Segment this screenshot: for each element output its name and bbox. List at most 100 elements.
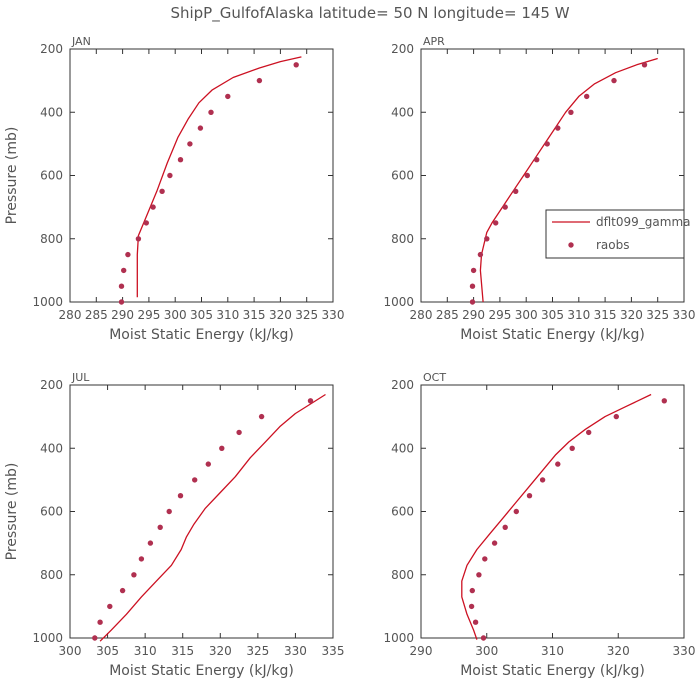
y-tick-label: 1000 <box>32 631 63 645</box>
y-tick-label: 600 <box>40 505 63 519</box>
y-tick-label: 200 <box>40 42 63 56</box>
obs-point <box>177 157 184 163</box>
x-tick-label: 285 <box>436 308 459 322</box>
y-tick-label: 800 <box>40 568 63 582</box>
plot-frame <box>420 384 685 639</box>
obs-point <box>135 236 142 242</box>
obs-point <box>524 172 530 179</box>
obs-point <box>476 572 482 578</box>
x-tick-label: 290 <box>462 308 485 322</box>
obs-point <box>219 445 225 451</box>
figure-title: ShipP_GulfofAlaska latitude= 50 N longit… <box>170 4 569 23</box>
y-tick-label: 800 <box>391 232 414 246</box>
panel-label: OCT <box>423 371 446 384</box>
x-tick-label: 290 <box>410 644 433 658</box>
obs-point <box>493 220 499 226</box>
y-tick-label: 200 <box>391 378 414 392</box>
y-tick-label: 200 <box>391 42 414 56</box>
x-tick-label: 290 <box>111 308 134 322</box>
obs-point <box>584 93 590 100</box>
y-tick-label: 400 <box>391 441 414 455</box>
x-tick-label: 300 <box>164 308 187 322</box>
obs-point <box>539 477 546 483</box>
series-line-model <box>461 393 652 640</box>
y-tick-label: 1000 <box>383 295 414 309</box>
x-tick-label: 310 <box>216 308 239 322</box>
obs-point <box>534 157 540 163</box>
obs-point <box>526 493 533 499</box>
x-tick-label: 285 <box>85 308 108 322</box>
obs-point <box>150 204 156 210</box>
obs-point <box>470 267 477 274</box>
x-tick-label: 300 <box>59 644 82 658</box>
x-tick-label: 335 <box>322 644 345 658</box>
obs-point <box>157 524 163 530</box>
obs-point <box>258 413 265 420</box>
obs-point <box>661 398 667 404</box>
obs-point <box>502 204 508 210</box>
x-axis-label: Moist Static Energy (kJ/kg) <box>460 663 645 679</box>
obs-point <box>192 477 198 483</box>
obs-point <box>513 508 519 515</box>
panel-label: JAN <box>71 35 91 48</box>
obs-point <box>293 62 299 68</box>
x-tick-label: 300 <box>475 644 498 658</box>
x-tick-label: 315 <box>243 308 266 322</box>
plot-frame <box>420 48 685 303</box>
legend-label-obs: raobs <box>596 238 630 252</box>
x-tick-label: 315 <box>171 644 194 658</box>
y-axis-label: Pressure (mb) <box>4 127 20 225</box>
x-tick-label: 305 <box>541 308 564 322</box>
y-tick-label: 400 <box>391 105 414 119</box>
obs-point <box>118 299 125 305</box>
legend-marker-swatch <box>568 242 574 248</box>
obs-point <box>544 141 550 147</box>
x-tick-label: 325 <box>295 308 318 322</box>
y-tick-label: 400 <box>40 441 63 455</box>
obs-point <box>477 251 484 258</box>
x-tick-label: 330 <box>284 644 307 658</box>
x-tick-label: 330 <box>673 308 696 322</box>
x-tick-label: 325 <box>646 308 669 322</box>
x-tick-label: 280 <box>59 308 82 322</box>
obs-point <box>513 188 519 194</box>
obs-point <box>208 109 214 116</box>
obs-point <box>469 587 475 594</box>
x-tick-label: 280 <box>410 308 433 322</box>
x-tick-label: 315 <box>594 308 617 322</box>
obs-point <box>143 220 149 226</box>
panel-jan: JAN 280 285 290 295 300 305 310 315 320 325 330 200 4… <box>4 35 344 343</box>
series-line-model <box>99 393 326 642</box>
y-tick-label: 1000 <box>383 631 414 645</box>
panel-oct: OCT 290 300 310 320 330 200 400 600 800 1000 Moist … <box>383 371 695 679</box>
obs-point <box>147 540 154 546</box>
panel-apr: APR 280 285 290 295 300 305 310 315 320 325 330 200 4… <box>383 35 695 343</box>
y-tick-label: 400 <box>40 105 63 119</box>
obs-point <box>125 251 131 258</box>
legend-box <box>545 209 685 259</box>
obs-point <box>307 398 314 404</box>
obs-point <box>166 508 172 515</box>
obs-point <box>119 587 126 594</box>
x-tick-label: 325 <box>246 644 269 658</box>
obs-point <box>586 429 592 436</box>
obs-point <box>177 493 184 499</box>
panel-jul: JUL 300 305 310 315 320 325 330 335 200 400 600 800 1… <box>4 371 344 679</box>
x-axis-label: Moist Static Energy (kJ/kg) <box>460 327 645 343</box>
obs-point <box>236 429 242 436</box>
y-axis-label: Pressure (mb) <box>4 463 20 561</box>
obs-point <box>484 236 490 242</box>
obs-point <box>480 635 487 641</box>
obs-point <box>469 283 476 289</box>
obs-point <box>225 93 231 100</box>
y-tick-label: 1000 <box>32 295 63 309</box>
obs-point <box>118 283 125 289</box>
x-axis-label: Moist Static Energy (kJ/kg) <box>109 663 294 679</box>
obs-point <box>187 141 193 147</box>
x-tick-label: 330 <box>322 308 345 322</box>
legend-label-model: dflt099_gamma <box>596 215 691 229</box>
y-tick-label: 800 <box>40 232 63 246</box>
x-tick-label: 295 <box>137 308 160 322</box>
obs-point <box>469 299 476 305</box>
